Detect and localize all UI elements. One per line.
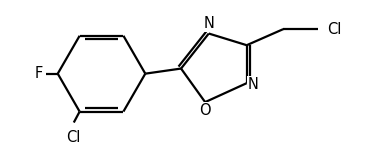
Text: Cl: Cl: [66, 130, 81, 145]
Text: N: N: [204, 16, 214, 31]
Text: N: N: [247, 77, 258, 92]
Text: Cl: Cl: [327, 22, 341, 37]
Text: O: O: [199, 103, 211, 118]
Text: F: F: [34, 66, 42, 81]
